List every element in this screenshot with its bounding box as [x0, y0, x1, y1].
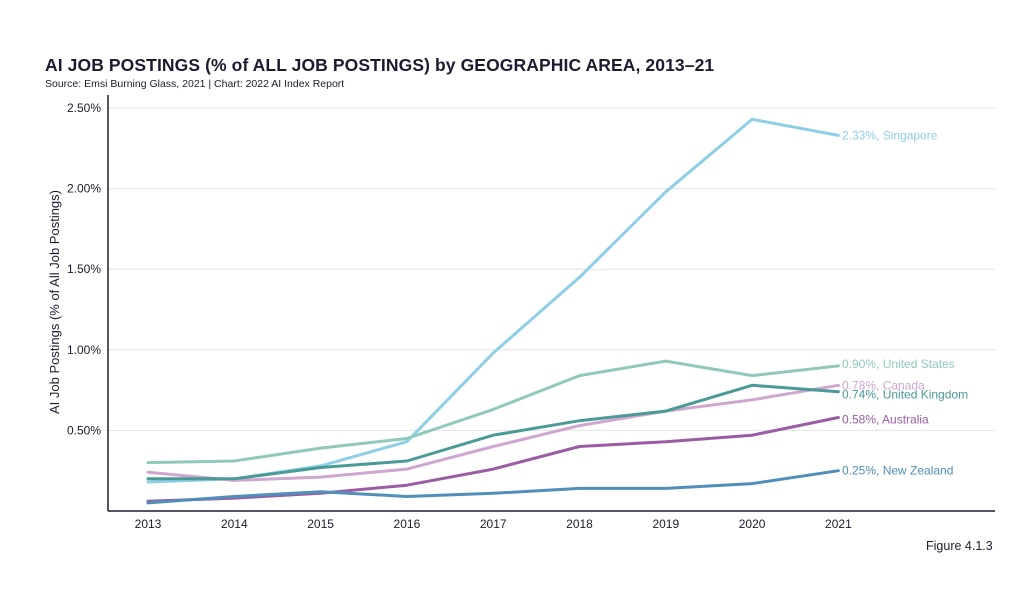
x-tick-label: 2017 — [480, 517, 507, 531]
axes — [107, 95, 995, 512]
y-tick-label: 2.50% — [67, 101, 101, 115]
end-label-singapore: 2.33%, Singapore — [842, 128, 938, 142]
x-tick-label: 2018 — [566, 517, 593, 531]
series-lines — [146, 117, 840, 505]
chart-source: Source: Emsi Burning Glass, 2021 | Chart… — [45, 78, 345, 90]
series-line-canada — [146, 383, 840, 482]
end-label-australia: 0.58%, Australia — [842, 413, 929, 427]
series-line-united-kingdom — [146, 383, 840, 481]
x-tick-label: 2020 — [739, 517, 766, 531]
end-label-united-states: 0.90%, United States — [842, 357, 955, 371]
x-tick-labels: 2013 2014 2015 2016 2017 2018 2019 2020 2021 — [135, 517, 852, 531]
x-tick-label: 2015 — [307, 517, 334, 531]
y-axis-label: AI Job Postings (% of All Job Postings) — [47, 190, 62, 414]
series-end-labels: 2.33%, Singapore 0.90%, United States 0.78… — [842, 128, 968, 477]
chart-title: AI JOB POSTINGS (% of ALL JOB POSTINGS) … — [45, 55, 715, 75]
series-line-australia — [146, 416, 840, 503]
y-tick-label: 0.50% — [67, 423, 101, 437]
y-tick-labels: 0.50% 1.00% 1.50% 2.00% 2.50% — [67, 101, 101, 437]
x-tick-label: 2013 — [135, 517, 162, 531]
y-tick-label: 2.00% — [67, 182, 101, 196]
series-line-new-zealand — [146, 469, 840, 505]
end-label-new-zealand: 0.25%, New Zealand — [842, 464, 953, 478]
x-tick-label: 2019 — [652, 517, 679, 531]
end-label-united-kingdom: 0.74%, United Kingdom — [842, 388, 968, 402]
y-tick-label: 1.00% — [67, 343, 101, 357]
figure-label: Figure 4.1.3 — [926, 539, 993, 553]
x-tick-label: 2016 — [394, 517, 421, 531]
series-line-singapore — [146, 117, 840, 484]
end-label-canada: 0.78%, Canada — [842, 378, 925, 392]
series-line-united-states — [146, 359, 840, 465]
x-tick-label: 2021 — [825, 517, 852, 531]
y-tick-label: 1.50% — [67, 262, 101, 276]
grid-lines — [108, 107, 995, 431]
x-tick-label: 2014 — [221, 517, 248, 531]
